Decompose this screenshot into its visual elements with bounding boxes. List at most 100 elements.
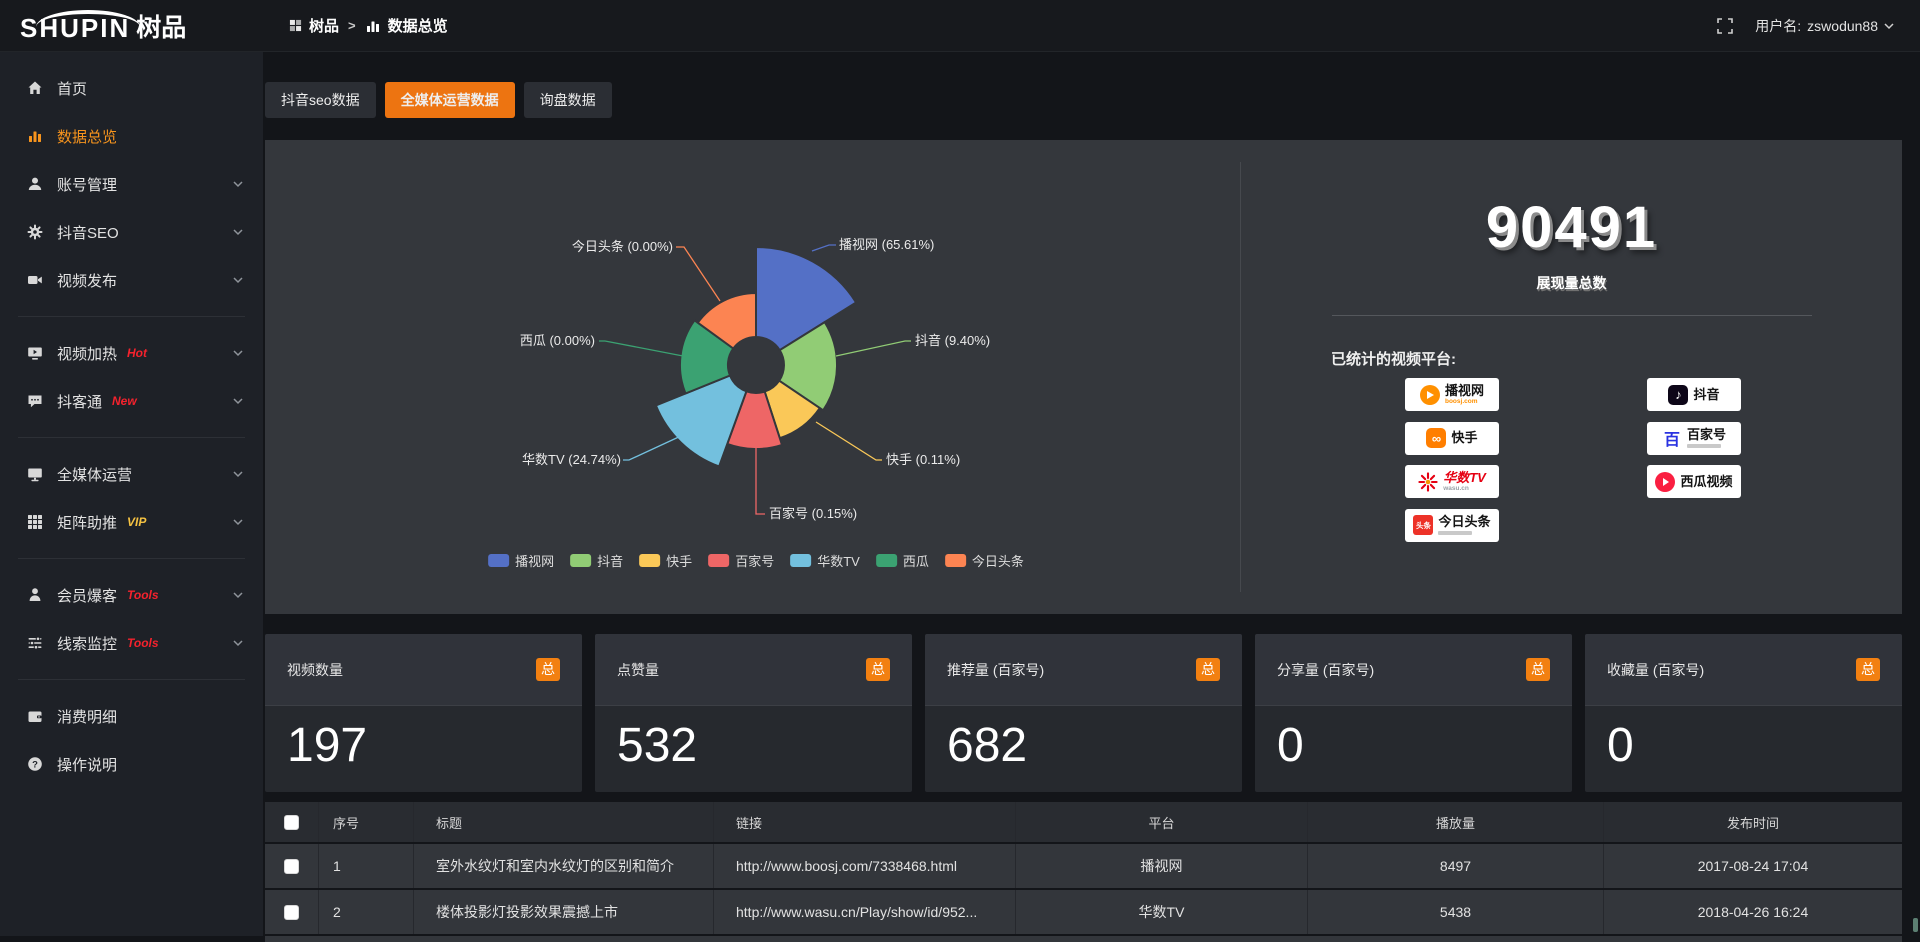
tag-badge: Tools [127,636,159,650]
boosj-logo-icon [1420,385,1440,405]
column-header-1: 标题 [414,802,714,842]
username: zswodun88 [1807,18,1878,34]
chart-icon [27,128,44,145]
stat-cards-row: 视频数量 总 197 点赞量 总 532 推荐量 (百家号) 总 682 分享量… [265,634,1902,792]
legend-chip [945,554,966,567]
column-header-4: 播放量 [1308,802,1604,842]
username-prefix: 用户名: [1755,16,1801,36]
total-badge: 总 [1196,658,1220,681]
cell-seq: 1 [319,844,414,888]
cell-link[interactable]: http://www.boosj.com/7338468.html [714,844,1016,888]
chevron-down-icon [233,228,243,236]
pie-label-4: 华数TV (24.74%) [522,452,621,467]
app-logo[interactable]: SHUPIN 树品 [0,8,263,44]
chevron-down-icon [233,470,243,478]
table-row-1: 2 楼体投影灯投影效果震撼上市 http://www.wasu.cn/Play/… [265,890,1902,934]
tab-1[interactable]: 全媒体运营数据 [385,82,515,118]
data-tabs: 抖音seo数据全媒体运营数据询盘数据 [265,82,1902,118]
chart-icon [365,18,381,34]
pie-slice-4[interactable] [656,376,747,467]
legend-item-0[interactable]: 播视网 [488,551,554,570]
sidebar-divider [18,679,245,680]
svg-text:?: ? [32,759,38,770]
stat-card-label: 视频数量 [287,660,343,680]
stat-card-4: 收藏量 (百家号) 总 0 [1585,634,1902,792]
tab-0[interactable]: 抖音seo数据 [265,82,376,118]
legend-item-1[interactable]: 抖音 [570,551,623,570]
legend-chip [488,554,509,567]
chevron-down-icon [233,180,243,188]
wasu-logo-icon [1418,472,1438,492]
tiny-tagline [1687,444,1721,448]
user-menu[interactable]: 用户名: zswodun88 [1755,16,1894,36]
baijiahao-logo-icon: 百 [1662,428,1682,448]
sidebar-item-7[interactable]: 全媒体运营 [0,450,263,498]
row-checkbox[interactable] [284,905,299,920]
sidebar-item-3[interactable]: 抖音SEO [0,208,263,256]
legend-chip [876,554,897,567]
table-body: 1 室外水纹灯和室内水纹灯的区别和简介 http://www.boosj.com… [265,844,1902,934]
stat-card-value: 532 [595,706,912,792]
sidebar-item-2[interactable]: 账号管理 [0,160,263,208]
pie-leader-line-4 [623,435,683,460]
legend-item-6[interactable]: 今日头条 [945,551,1024,570]
sidebar-item-1[interactable]: 数据总览 [0,112,263,160]
sidebar-item-0[interactable]: 首页 [0,64,263,112]
scrollbar-thumb[interactable] [1913,918,1918,932]
sliders-icon [27,635,44,652]
cell-link[interactable]: http://www.wasu.cn/Play/show/id/952... [714,890,1016,934]
sidebar-divider [18,316,245,317]
video-table: 序号标题链接平台播放量发布时间 1 室外水纹灯和室内水纹灯的区别和简介 http… [265,800,1902,936]
sidebar-item-11[interactable]: 消费明细 [0,692,263,740]
tab-2[interactable]: 询盘数据 [524,82,612,118]
breadcrumb: 树品 > 数据总览 [289,15,448,36]
total-badge: 总 [1526,658,1550,681]
legend-item-3[interactable]: 百家号 [708,551,774,570]
chevron-down-icon [233,639,243,647]
stat-card-2: 推荐量 (百家号) 总 682 [925,634,1242,792]
stat-card-value: 0 [1585,706,1902,792]
cell-platform: 播视网 [1016,844,1308,888]
cell-title[interactable]: 楼体投影灯投影效果震撼上市 [414,890,714,934]
kuaishou-logo-icon: ∞ [1426,428,1446,448]
chat-icon [27,393,44,410]
toutiao-logo-icon: 头条 [1413,515,1433,535]
chevron-down-icon [233,276,243,284]
legend-chip [790,554,811,567]
chevron-down-icon [233,591,243,599]
sidebar-item-4[interactable]: 视频发布 [0,256,263,304]
cell-time: 2017-08-24 17:04 [1604,844,1902,888]
cell-title[interactable]: 室外水纹灯和室内水纹灯的区别和简介 [414,844,714,888]
summary-divider [1332,315,1812,316]
total-badge: 总 [536,658,560,681]
chevron-down-icon [233,518,243,526]
breadcrumb-item-0[interactable]: 树品 [289,15,339,36]
legend-item-5[interactable]: 西瓜 [876,551,929,570]
breadcrumb-item-1[interactable]: 数据总览 [365,15,448,36]
stat-card-value: 682 [925,706,1242,792]
grid-icon [289,19,302,32]
logo-arc-decoration [36,10,140,44]
fullscreen-icon[interactable] [1717,18,1733,34]
monitor-icon [27,466,44,483]
pie-label-3: 百家号 (0.15%) [769,506,857,521]
grid9-icon [27,514,44,531]
stat-card-3: 分享量 (百家号) 总 0 [1255,634,1572,792]
tag-badge: VIP [127,515,146,529]
legend-item-4[interactable]: 华数TV [790,551,860,570]
legend-item-2[interactable]: 快手 [639,551,692,570]
pie-leader-line-6 [676,247,720,301]
sidebar-item-12[interactable]: ?操作说明 [0,740,263,788]
breadcrumb-separator: > [348,18,356,33]
top-bar: SHUPIN 树品 树品 > 数据总览 用户名: zswodun88 [0,0,1920,52]
row-checkbox[interactable] [284,859,299,874]
pie-label-2: 快手 (0.11%) [886,452,960,467]
select-all-checkbox[interactable] [284,815,299,830]
